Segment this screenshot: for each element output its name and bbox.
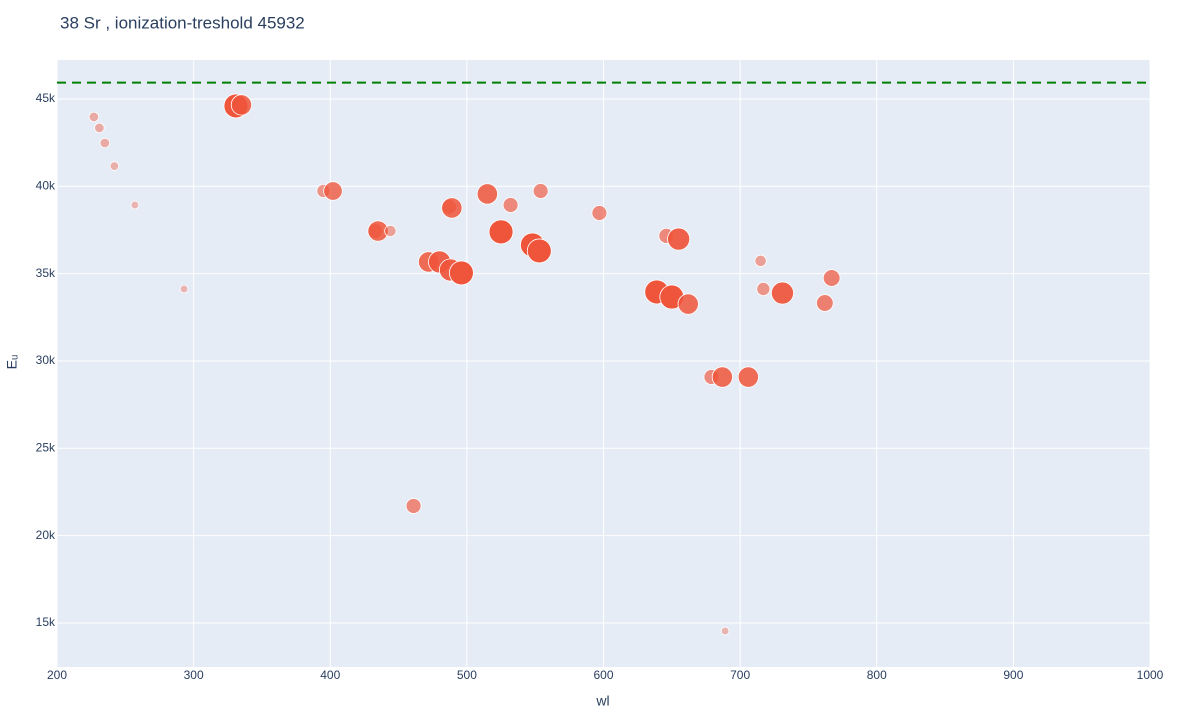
point	[756, 282, 771, 297]
y-tick-label: 25k	[36, 440, 56, 454]
y-axis-title: Eᵤ	[4, 355, 20, 370]
point	[109, 161, 120, 171]
point	[822, 269, 841, 287]
x-tick-label: 1000	[1137, 668, 1164, 682]
point	[88, 111, 100, 123]
point	[667, 227, 691, 251]
x-tick-label: 200	[47, 668, 67, 682]
point	[677, 293, 699, 315]
x-tick-label: 600	[593, 668, 613, 682]
point	[449, 260, 474, 286]
point	[711, 366, 733, 388]
y-tick-label: 30k	[36, 353, 56, 367]
point	[754, 254, 767, 267]
y-tick-label: 35k	[36, 266, 56, 280]
point	[99, 137, 111, 149]
x-tick-label: 400	[320, 668, 340, 682]
y-tick-label: 45k	[36, 91, 56, 105]
point	[502, 197, 519, 213]
x-tick-label: 900	[1003, 668, 1023, 682]
point	[816, 294, 834, 312]
point	[441, 197, 463, 219]
point	[130, 200, 140, 210]
x-tick-label: 800	[867, 668, 887, 682]
x-tick-label: 300	[184, 668, 204, 682]
x-tick-label: 500	[457, 668, 477, 682]
point	[230, 94, 253, 116]
point	[94, 122, 105, 134]
chart-title: 38 Sr , ionization-treshold 45932	[60, 13, 305, 32]
point	[532, 183, 549, 199]
point	[720, 626, 730, 636]
y-tick-label: 15k	[36, 615, 56, 629]
point	[384, 224, 397, 238]
point	[323, 181, 343, 201]
point	[770, 281, 794, 305]
point	[179, 284, 189, 294]
point	[591, 205, 608, 221]
point	[476, 183, 498, 205]
grid	[56, 60, 1151, 667]
x-tick-label: 700	[730, 668, 750, 682]
point	[526, 238, 552, 264]
point	[488, 219, 514, 245]
y-tick-label: 20k	[36, 528, 56, 542]
point	[405, 498, 422, 514]
marks	[57, 81, 1150, 636]
x-axis-title: wl	[595, 693, 609, 709]
point	[737, 366, 759, 388]
y-tick-label: 40k	[36, 178, 56, 192]
